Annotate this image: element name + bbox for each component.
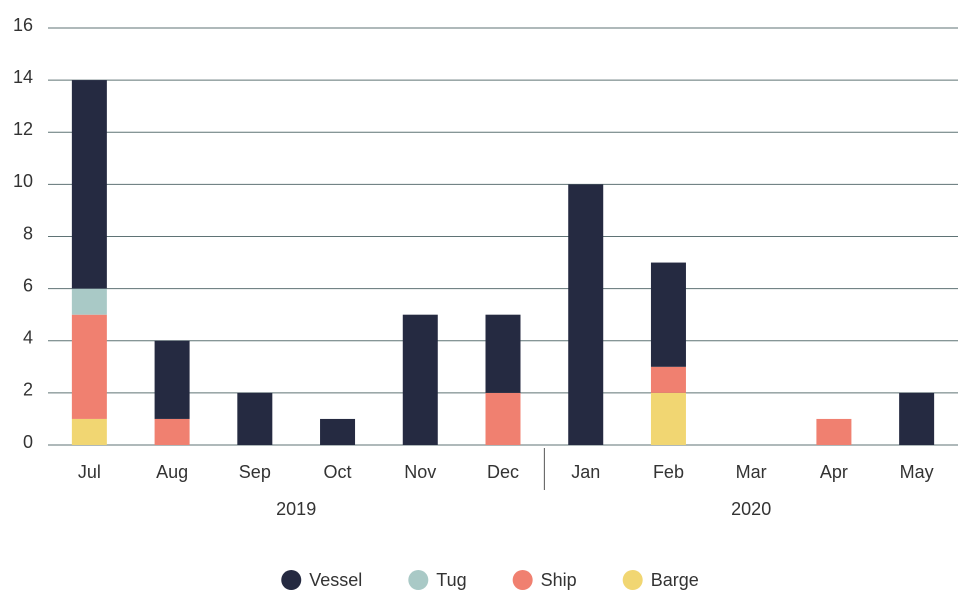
legend-marker [281, 570, 302, 590]
bar-segment [485, 392, 521, 445]
y-tick-label: 14 [13, 67, 33, 87]
bar-segment [650, 366, 686, 393]
x-tick-label: Jan [571, 462, 600, 482]
y-tick-label: 6 [23, 275, 33, 295]
bar-segment [650, 262, 686, 367]
bar-segment [650, 392, 686, 445]
x-tick-label: Dec [487, 462, 519, 482]
legend-label: Barge [651, 570, 699, 590]
y-tick-label: 2 [23, 380, 33, 400]
y-tick-label: 8 [23, 223, 33, 243]
y-tick-label: 16 [13, 15, 33, 35]
bar-segment [154, 340, 190, 419]
legend-label: Ship [541, 570, 577, 590]
bar-segment [154, 418, 190, 445]
legend-label: Tug [436, 570, 466, 590]
group-label: 2020 [731, 499, 771, 519]
bar-segment [71, 314, 107, 419]
y-tick-label: 0 [23, 432, 33, 452]
bar-segment [402, 314, 438, 445]
group-label: 2019 [276, 499, 316, 519]
y-tick-label: 4 [23, 328, 33, 348]
y-tick-label: 10 [13, 171, 33, 191]
bar-segment [71, 418, 107, 445]
bar-segment [568, 184, 604, 445]
legend-marker [512, 570, 533, 590]
bar-segment [71, 288, 107, 315]
legend-marker [408, 570, 429, 590]
x-tick-label: May [900, 462, 934, 482]
x-tick-label: Nov [404, 462, 436, 482]
bar-segment [485, 314, 521, 393]
bar-segment [237, 392, 273, 445]
bar-segment [899, 392, 935, 445]
x-tick-label: Apr [820, 462, 848, 482]
x-tick-label: Jul [78, 462, 101, 482]
bar-segment [71, 80, 107, 289]
y-tick-label: 12 [13, 119, 33, 139]
bar-segment [816, 418, 852, 445]
x-tick-label: Oct [324, 462, 352, 482]
bar-segment [320, 418, 356, 445]
x-tick-label: Aug [156, 462, 188, 482]
x-tick-label: Sep [239, 462, 271, 482]
x-tick-label: Feb [653, 462, 684, 482]
legend-marker [622, 570, 643, 590]
x-tick-label: Mar [736, 462, 767, 482]
legend-label: Vessel [309, 570, 362, 590]
